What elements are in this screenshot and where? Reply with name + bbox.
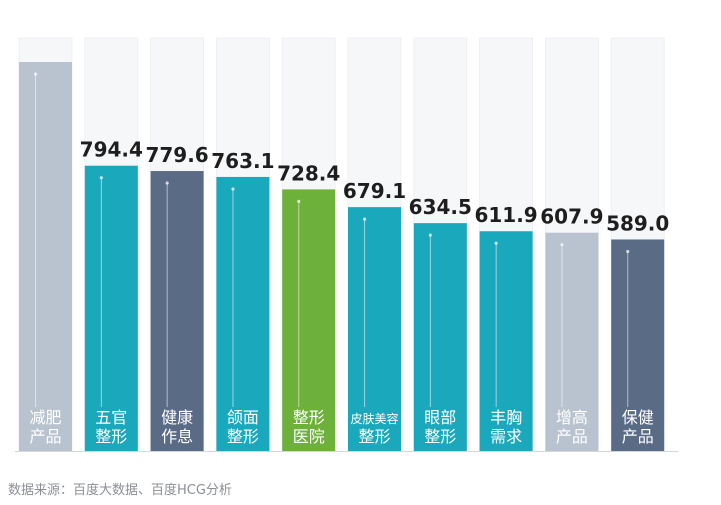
category-label: 健康 [161, 408, 193, 427]
data-label: 634.5 [409, 195, 472, 219]
category-label: 眼部 [424, 408, 456, 427]
bar [150, 171, 204, 451]
data-label: 728.4 [277, 161, 340, 185]
data-label: 679.1 [343, 179, 406, 203]
data-label: 611.9 [474, 203, 537, 227]
bar [216, 176, 270, 451]
bar [479, 231, 533, 451]
bar [611, 239, 665, 451]
category-label: 增高 [556, 408, 588, 427]
category-label: 整形 [358, 427, 390, 446]
category-label: 产品 [556, 427, 588, 446]
category-label: 颌面 [227, 408, 259, 427]
category-label: 丰胸 [490, 408, 522, 427]
bar [19, 62, 72, 451]
bar [545, 232, 599, 451]
category-label: 医院 [293, 427, 325, 446]
category-label: 整形 [424, 427, 456, 446]
data-label: 779.6 [145, 143, 208, 167]
bar-guide-dot [494, 241, 498, 245]
category-label: 作息 [161, 427, 193, 446]
category-label: 整形 [227, 427, 259, 446]
data-label: 794.4 [80, 138, 143, 162]
category-label: 整形 [293, 408, 325, 427]
bar [413, 223, 467, 451]
category-label: 产品 [29, 427, 61, 446]
bar-guide-dot [165, 181, 169, 185]
category-label: 需求 [490, 427, 522, 446]
bar-guide-dot [560, 243, 564, 247]
bar-guide-dot [626, 249, 630, 254]
data-label: 607.9 [540, 205, 603, 229]
bar-guide-dot [297, 199, 301, 204]
category-label: 减肥 [29, 408, 61, 427]
bar-guide-dot [231, 187, 235, 191]
bar [348, 207, 401, 451]
bar-guide-dot [99, 176, 103, 180]
category-label: 产品 [622, 427, 654, 446]
data-label: 763.1 [211, 149, 274, 173]
category-label: 保健 [622, 408, 654, 427]
data-label: 589.0 [606, 211, 669, 235]
bar [282, 189, 336, 451]
bar-guide-dot [33, 72, 38, 76]
source-note: 数据来源：百度大数据、百度HCG分析 [8, 483, 232, 498]
category-label: 五官 [95, 408, 127, 427]
category-label: 皮肤美容 [350, 411, 398, 426]
bar [84, 165, 138, 451]
bar-guide-dot [362, 217, 367, 221]
bar-guide-dot [428, 233, 432, 237]
category-label: 整形 [95, 427, 127, 446]
